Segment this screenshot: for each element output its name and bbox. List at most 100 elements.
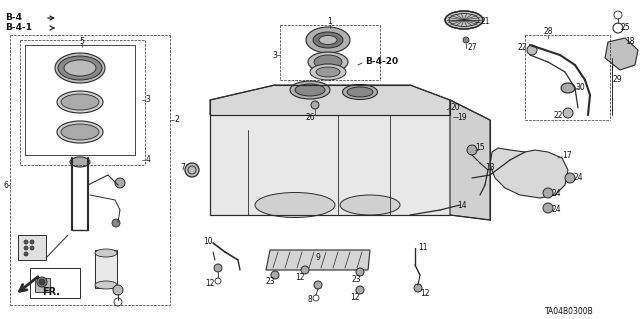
Text: 21: 21: [480, 18, 490, 26]
Ellipse shape: [561, 83, 575, 93]
Text: B-4: B-4: [5, 13, 22, 23]
Text: 25: 25: [620, 24, 630, 33]
Ellipse shape: [61, 124, 99, 140]
Text: TA04B0300B: TA04B0300B: [545, 308, 594, 316]
Ellipse shape: [306, 27, 350, 53]
Text: 3: 3: [145, 95, 150, 105]
Text: 12: 12: [350, 293, 360, 301]
Ellipse shape: [347, 87, 373, 97]
Circle shape: [314, 281, 322, 289]
Text: 10: 10: [203, 238, 213, 247]
Bar: [35, 278, 50, 292]
Circle shape: [30, 246, 34, 250]
Ellipse shape: [340, 195, 400, 215]
Ellipse shape: [255, 192, 335, 218]
Text: 28: 28: [543, 27, 553, 36]
Ellipse shape: [445, 11, 483, 29]
Text: 11: 11: [419, 242, 428, 251]
Polygon shape: [605, 38, 638, 70]
Circle shape: [463, 37, 469, 43]
Ellipse shape: [313, 32, 343, 48]
Polygon shape: [490, 148, 568, 198]
Circle shape: [214, 264, 222, 272]
Circle shape: [356, 286, 364, 294]
Circle shape: [271, 271, 279, 279]
Text: 4: 4: [145, 155, 150, 165]
Ellipse shape: [314, 55, 342, 69]
Ellipse shape: [57, 121, 103, 143]
Text: 8: 8: [308, 295, 312, 305]
Bar: [95, 250, 117, 288]
Polygon shape: [266, 250, 370, 270]
Ellipse shape: [57, 91, 103, 113]
Text: 22: 22: [517, 43, 527, 53]
Ellipse shape: [319, 35, 337, 44]
Text: 30: 30: [575, 84, 585, 93]
Text: 29: 29: [612, 76, 622, 85]
Circle shape: [24, 246, 28, 250]
Text: B-4-20: B-4-20: [365, 57, 398, 66]
Circle shape: [467, 145, 477, 155]
Ellipse shape: [290, 81, 330, 99]
Polygon shape: [210, 85, 450, 130]
Ellipse shape: [295, 84, 325, 96]
Circle shape: [113, 285, 123, 295]
Polygon shape: [450, 100, 490, 220]
Circle shape: [112, 219, 120, 227]
Text: 20: 20: [450, 103, 460, 113]
Circle shape: [185, 163, 199, 177]
Text: 14: 14: [457, 201, 467, 210]
Ellipse shape: [95, 249, 117, 257]
Text: 27: 27: [467, 43, 477, 53]
Text: 26: 26: [305, 114, 315, 122]
Bar: [30, 268, 80, 298]
Circle shape: [115, 178, 125, 188]
Text: 13: 13: [485, 164, 495, 173]
Text: 9: 9: [316, 254, 321, 263]
Text: 6: 6: [4, 181, 8, 189]
Circle shape: [527, 45, 537, 55]
Text: B-4-1: B-4-1: [5, 24, 32, 33]
Text: 12: 12: [205, 278, 215, 287]
Text: 17: 17: [562, 151, 572, 160]
Ellipse shape: [55, 53, 105, 83]
Ellipse shape: [37, 277, 47, 287]
Circle shape: [543, 203, 553, 213]
Text: 23: 23: [265, 278, 275, 286]
Circle shape: [565, 173, 575, 183]
Circle shape: [301, 266, 309, 274]
Circle shape: [543, 188, 553, 198]
Text: 24: 24: [551, 189, 561, 197]
Bar: [18, 235, 46, 260]
Text: 3: 3: [273, 50, 277, 60]
Ellipse shape: [342, 85, 378, 100]
Text: 5: 5: [79, 38, 84, 47]
Text: 15: 15: [475, 144, 485, 152]
Circle shape: [563, 108, 573, 118]
Circle shape: [39, 279, 45, 285]
Text: 19: 19: [457, 113, 467, 122]
Text: 1: 1: [328, 18, 332, 26]
Circle shape: [311, 101, 319, 109]
Text: FR.: FR.: [42, 287, 60, 297]
Ellipse shape: [64, 60, 96, 76]
Circle shape: [356, 268, 364, 276]
Circle shape: [24, 252, 28, 256]
Ellipse shape: [310, 64, 346, 80]
Ellipse shape: [61, 94, 99, 110]
Text: 18: 18: [625, 38, 635, 47]
Text: 23: 23: [351, 276, 361, 285]
Ellipse shape: [316, 67, 340, 77]
Text: 12: 12: [420, 290, 429, 299]
Text: 24: 24: [551, 205, 561, 214]
Text: 2: 2: [175, 115, 179, 124]
Polygon shape: [210, 115, 450, 215]
Circle shape: [24, 240, 28, 244]
Ellipse shape: [308, 52, 348, 72]
Ellipse shape: [58, 56, 102, 80]
Ellipse shape: [70, 157, 90, 167]
Text: 12: 12: [295, 272, 305, 281]
Circle shape: [414, 284, 422, 292]
Ellipse shape: [95, 281, 117, 289]
Circle shape: [30, 240, 34, 244]
